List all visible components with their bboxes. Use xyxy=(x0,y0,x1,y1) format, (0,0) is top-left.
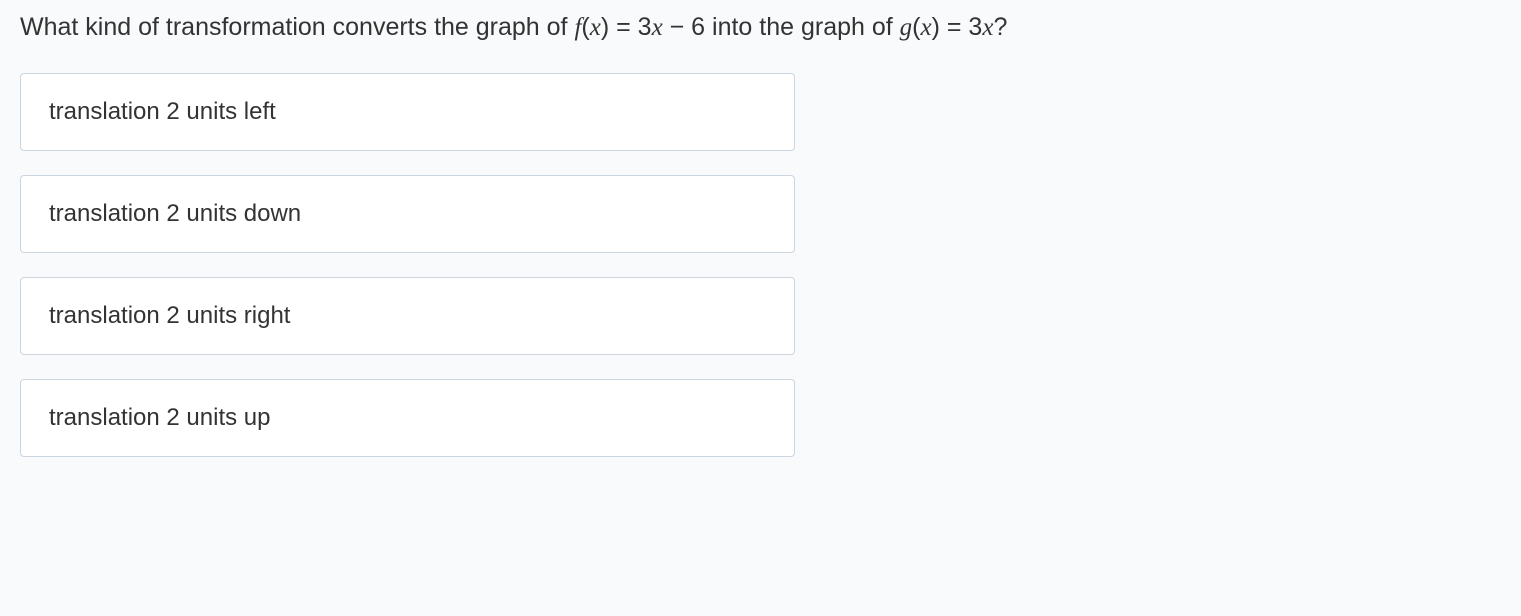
fn1-var: x xyxy=(590,14,601,41)
fn2-tail: ? xyxy=(993,13,1007,41)
question-prefix: What kind of transformation converts the… xyxy=(20,13,574,41)
fn2-var: x xyxy=(921,14,932,41)
fn2-close: ) = 3 xyxy=(932,13,983,41)
answer-option-3[interactable]: translation 2 units right xyxy=(20,277,795,355)
fn2-var2: x xyxy=(982,14,993,41)
answer-option-1[interactable]: translation 2 units left xyxy=(20,73,795,151)
fn2-open: ( xyxy=(912,13,920,41)
option-label: translation 2 units right xyxy=(49,302,290,329)
fn1-close: ) = 3 xyxy=(601,13,652,41)
fn1-var2: x xyxy=(652,14,663,41)
option-label: translation 2 units down xyxy=(49,200,301,227)
option-label: translation 2 units up xyxy=(49,404,270,431)
answer-option-4[interactable]: translation 2 units up xyxy=(20,379,795,457)
option-label: translation 2 units left xyxy=(49,98,276,125)
fn2-name: g xyxy=(900,14,913,41)
fn1-open: ( xyxy=(581,13,589,41)
question-text: What kind of transformation converts the… xyxy=(20,10,1501,45)
fn1-tail: − 6 into the graph of xyxy=(663,13,900,41)
answer-option-2[interactable]: translation 2 units down xyxy=(20,175,795,253)
options-container: translation 2 units left translation 2 u… xyxy=(20,73,795,457)
